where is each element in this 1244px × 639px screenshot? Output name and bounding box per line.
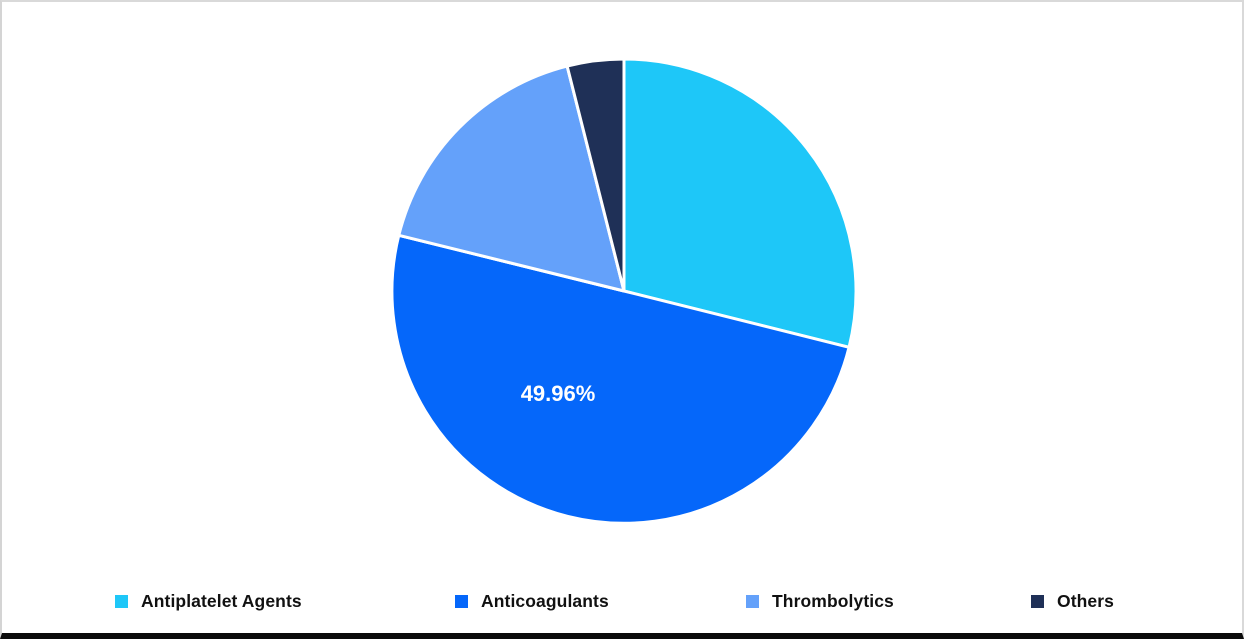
pie-slices	[390, 57, 858, 525]
legend-item-thrombolytics: Thrombolytics	[746, 588, 894, 614]
pie-slice-others	[565, 57, 626, 293]
legend-swatch-others	[1031, 594, 1044, 608]
legend-swatch-antiplatelet-agents	[115, 594, 128, 608]
legend-item-anticoagulants: Anticoagulants	[455, 588, 609, 614]
legend-item-antiplatelet-agents: Antiplatelet Agents	[115, 588, 302, 614]
anticoagulants-data-label: 49.96%	[521, 381, 596, 406]
legend-item-others: Others	[1031, 588, 1114, 614]
pie-slice-antiplatelet-agents	[622, 57, 858, 349]
legend-swatch-anticoagulants	[455, 594, 468, 608]
legend-label-anticoagulants: Anticoagulants	[481, 590, 609, 611]
legend-label-thrombolytics: Thrombolytics	[772, 590, 894, 611]
legend-label-antiplatelet-agents: Antiplatelet Agents	[141, 590, 302, 611]
legend-swatch-thrombolytics	[746, 594, 759, 608]
pie-slice-anticoagulants	[390, 233, 851, 525]
legend: Antiplatelet Agents Anticoagulants Throm…	[2, 588, 1242, 614]
legend-label-others: Others	[1057, 590, 1115, 611]
pie-slice-thrombolytics	[397, 64, 626, 293]
